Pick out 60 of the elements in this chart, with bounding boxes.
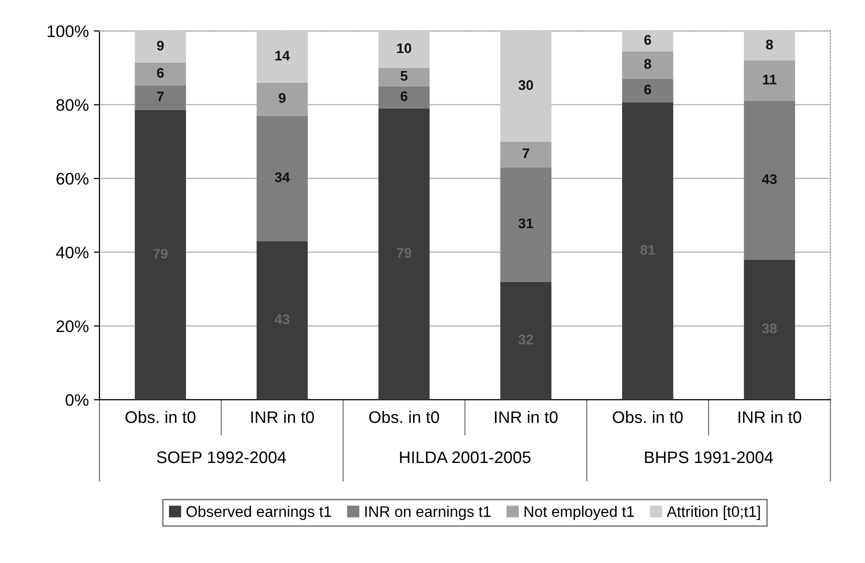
data-label: 6 [157, 68, 164, 78]
legend-label: INR on earnings t1 [365, 506, 491, 520]
bar [500, 30, 552, 142]
bar [256, 116, 308, 242]
bar [744, 260, 796, 400]
legend-label: Observed earnings t1 [186, 506, 332, 520]
data-label: 6 [400, 91, 408, 102]
data-label: 11 [763, 74, 776, 84]
bar [256, 30, 308, 83]
data-label: 9 [278, 93, 286, 103]
data-label: 7 [522, 148, 530, 158]
bar [134, 86, 186, 110]
data-label: 30 [518, 80, 534, 90]
x-tick-label: INR in t0 [494, 410, 558, 424]
y-tick-label: 60% [56, 172, 88, 185]
y-tick-label: 20% [56, 320, 88, 332]
data-label: 14 [275, 50, 290, 60]
bar [378, 86, 430, 108]
text: HILDA 2001-2005 [400, 451, 530, 464]
data-label: 8 [766, 40, 773, 50]
x-tick-label: INR in t0 [738, 410, 802, 424]
data-label: 6 [644, 84, 652, 94]
bar [134, 110, 186, 400]
legend-label: Not employed t1 [524, 506, 634, 520]
bar [744, 101, 796, 260]
y-tick-label: 40% [56, 246, 88, 258]
bar [744, 30, 796, 60]
bar [378, 68, 430, 86]
y-tick-label: 0% [66, 394, 88, 406]
y-tick-label: 80% [56, 99, 88, 111]
bar [134, 62, 186, 86]
text: BHPS 1991-2004 [645, 451, 773, 464]
bar [622, 51, 674, 79]
data-label: 9 [157, 40, 164, 51]
bar [256, 241, 308, 400]
bar [500, 167, 552, 282]
data-label: 31 [518, 218, 534, 228]
bar [500, 142, 552, 168]
data-label: 34 [274, 172, 290, 182]
x-tick-label: Obs. in t0 [126, 410, 196, 424]
bar [744, 60, 796, 102]
data-label: 10 [397, 43, 412, 54]
bar [622, 30, 674, 52]
data-label: 7 [157, 92, 164, 102]
data-label: 5 [400, 71, 408, 81]
x-tick-label: Obs. in t0 [369, 410, 440, 424]
legend-label: Attrition [t0;t1] [666, 506, 760, 520]
bar [500, 282, 552, 400]
bar [622, 78, 674, 103]
data-label: 8 [644, 58, 652, 69]
data-label: 43 [762, 174, 777, 184]
data-label: 6 [644, 35, 652, 45]
bar [622, 102, 674, 400]
x-tick-label: INR in t0 [251, 410, 314, 424]
bar [378, 108, 430, 400]
x-tick-label: Obs. in t0 [612, 410, 683, 424]
bar [378, 30, 430, 68]
text: SOEP 1992-2004 [156, 451, 286, 464]
bar [134, 30, 186, 63]
y-tick-label: 100% [48, 25, 88, 38]
